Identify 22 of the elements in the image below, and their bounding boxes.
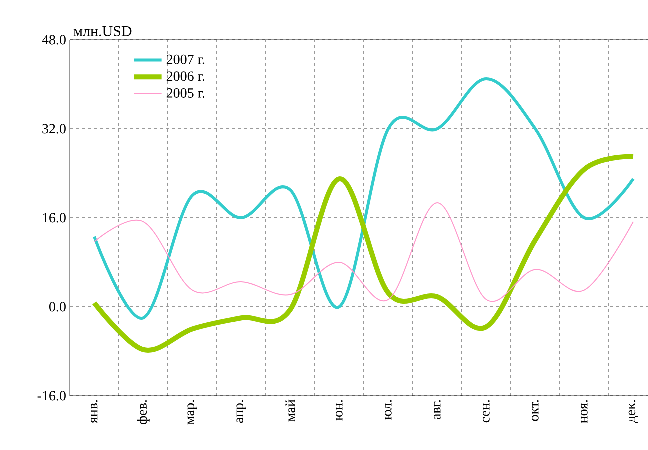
x-tick-label: дек. (628, 400, 638, 424)
x-tick-label: фев. (137, 400, 150, 424)
x-tick-label: юн. (336, 400, 343, 421)
y-tick-label: -16.0 (38, 391, 66, 401)
x-tick-label: янв. (91, 400, 98, 424)
line-series (94, 202, 634, 302)
y-axis-title: млн.USD (74, 26, 132, 36)
x-tick-label: авг. (434, 400, 441, 420)
y-tick-label: 0.0 (50, 302, 66, 312)
x-tick-label: май (286, 400, 296, 422)
legend-label: 2007 г. (166, 54, 205, 64)
x-tick-label: окт. (532, 400, 539, 422)
x-tick-label: юл. (385, 400, 392, 420)
legend-label: 2005 г. (166, 88, 205, 98)
x-tick-label: сен. (483, 400, 490, 423)
y-tick-label: 32.0 (42, 124, 66, 134)
x-tick-label: мар. (188, 400, 198, 425)
x-tick-label: апр. (236, 400, 246, 424)
y-tick-label: 16.0 (43, 213, 66, 223)
x-tick-label: ноя. (581, 400, 588, 424)
legend-label: 2006 г. (166, 72, 205, 82)
y-tick-label: 48.0 (42, 35, 66, 45)
